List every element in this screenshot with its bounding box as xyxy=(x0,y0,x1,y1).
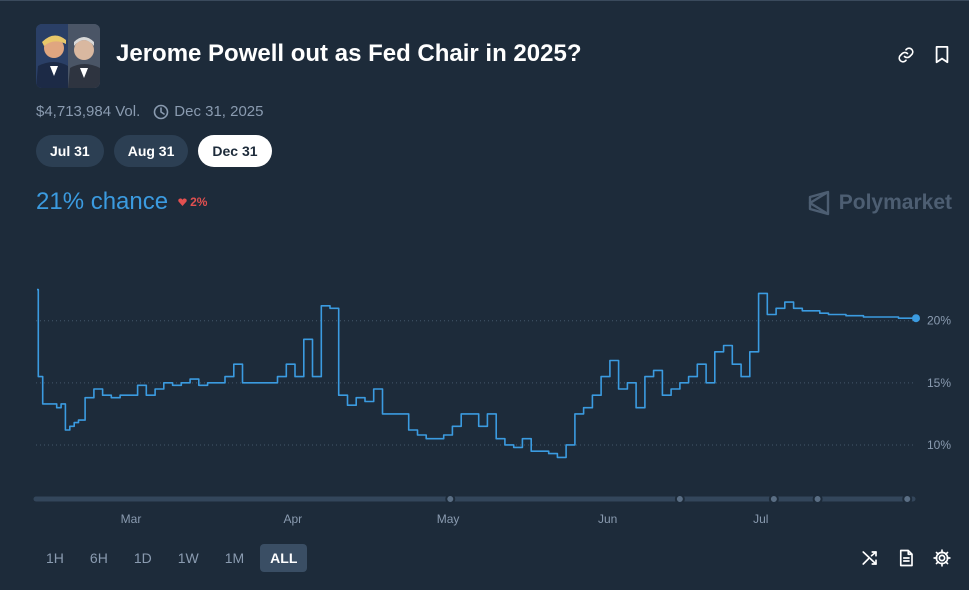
delta-value: 2% xyxy=(190,195,208,209)
heart-down-icon xyxy=(178,198,187,206)
market-title: Jerome Powell out as Fed Chair in 2025? xyxy=(116,40,582,67)
range-label: 6H xyxy=(89,550,108,566)
x-tick-label: Jul xyxy=(753,512,768,526)
y-tick-label: 10% xyxy=(927,438,951,452)
clock-icon xyxy=(153,104,169,120)
x-tick-label: Jun xyxy=(598,512,617,526)
scrubber-marker[interactable] xyxy=(768,494,779,504)
range-1w[interactable]: 1W xyxy=(168,544,209,572)
outcome-pill-dec-31[interactable]: Dec 31 xyxy=(198,135,272,167)
document-icon[interactable] xyxy=(896,548,916,568)
range-1h[interactable]: 1H xyxy=(36,544,74,572)
brand-name: Polymarket xyxy=(838,191,952,214)
bookmark-icon[interactable] xyxy=(931,44,953,66)
range-label: 1M xyxy=(224,550,245,566)
scrubber-marker[interactable] xyxy=(674,494,685,504)
range-label: 1W xyxy=(177,550,199,566)
chance-delta: 2% xyxy=(178,195,207,209)
outcome-pill-label: Dec 31 xyxy=(212,143,258,159)
scrubber-marker[interactable] xyxy=(445,494,456,504)
market-image xyxy=(36,24,100,88)
outcome-pill-aug-31[interactable]: Aug 31 xyxy=(113,135,189,167)
range-label: 1H xyxy=(46,550,64,566)
range-label: 1D xyxy=(133,550,152,566)
time-range-selector: 1H 6H 1D 1W 1M ALL xyxy=(36,544,308,572)
range-1d[interactable]: 1D xyxy=(124,544,162,572)
chance-value: 21% chance xyxy=(36,188,169,215)
market-image-graphic xyxy=(36,24,100,88)
volume-text: $4,713,984 Vol. xyxy=(36,103,141,120)
price-chart[interactable]: 10% 15% 20% Mar Apr May Jun Jul xyxy=(0,241,969,531)
chart-tools xyxy=(860,548,952,568)
outcome-selector: Jul 31 Aug 31 Dec 31 xyxy=(36,135,272,167)
x-tick-label: May xyxy=(437,512,460,526)
scrubber-marker[interactable] xyxy=(812,494,823,504)
x-tick-label: Apr xyxy=(283,512,302,526)
polymarket-logo-icon xyxy=(808,190,829,216)
outcome-pill-label: Aug 31 xyxy=(127,143,175,159)
shuffle-icon[interactable] xyxy=(860,548,880,568)
current-price-dot xyxy=(912,314,920,323)
outcome-pill-jul-31[interactable]: Jul 31 xyxy=(36,135,104,167)
y-tick-label: 15% xyxy=(927,376,951,390)
y-tick-label: 20% xyxy=(927,314,951,328)
outcome-pill-label: Jul 31 xyxy=(50,143,90,159)
market-meta: $4,713,984 Vol. Dec 31, 2025 xyxy=(36,103,264,120)
end-date-text: Dec 31, 2025 xyxy=(174,103,264,120)
range-1m[interactable]: 1M xyxy=(215,544,254,572)
range-6h[interactable]: 6H xyxy=(80,544,118,572)
range-label: ALL xyxy=(270,550,298,566)
x-tick-label: Mar xyxy=(121,512,142,526)
link-icon[interactable] xyxy=(895,44,917,66)
price-line xyxy=(37,288,916,459)
scrubber-marker[interactable] xyxy=(902,494,913,504)
chance-display: 21% chance 2% xyxy=(36,188,207,216)
brand-watermark: Polymarket xyxy=(807,190,952,216)
range-all[interactable]: ALL xyxy=(260,544,308,572)
gear-icon[interactable] xyxy=(932,548,952,568)
